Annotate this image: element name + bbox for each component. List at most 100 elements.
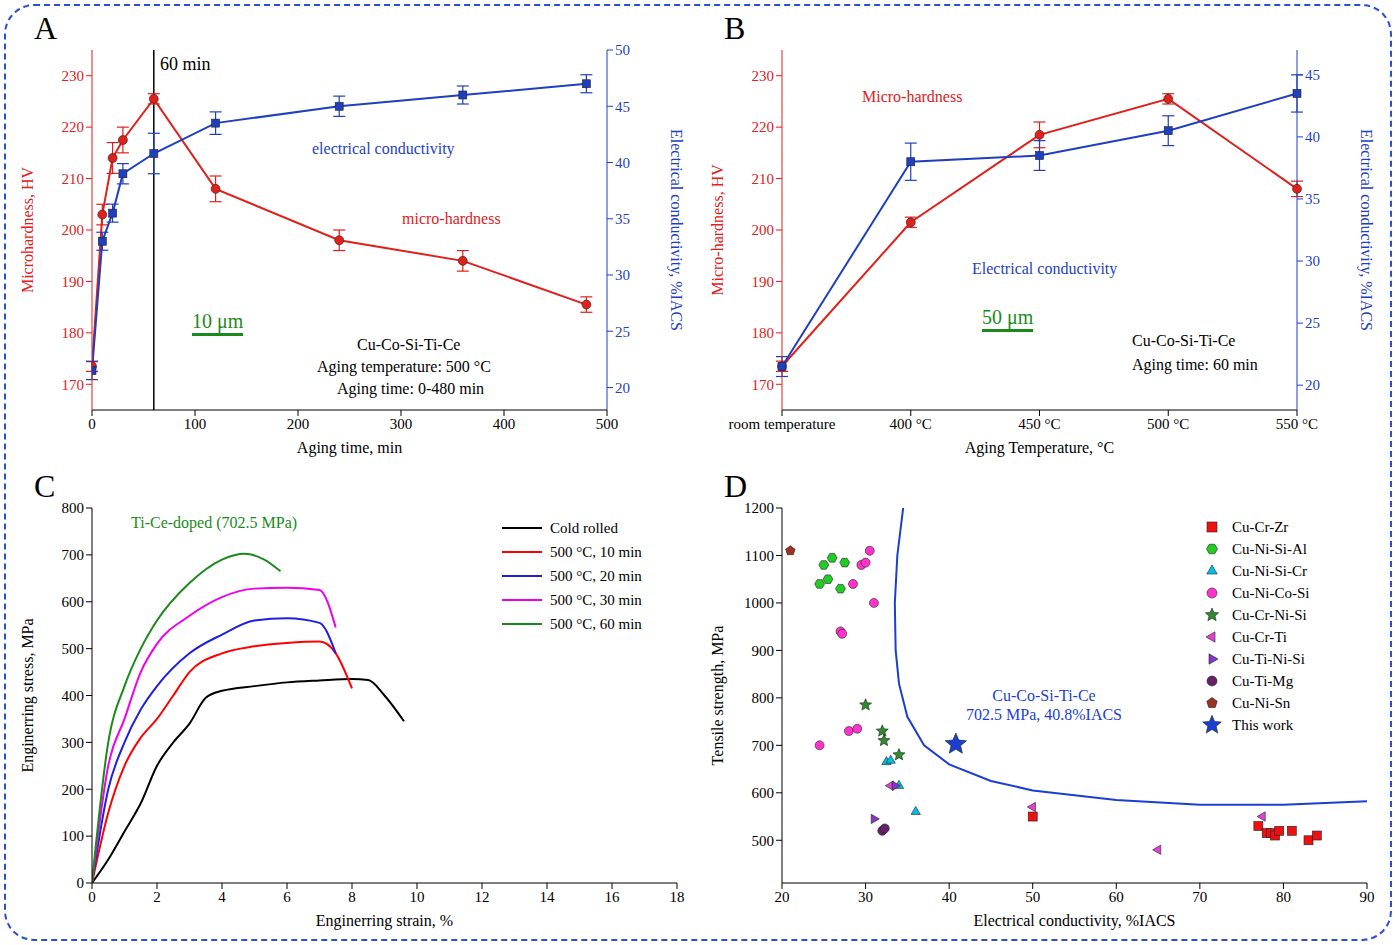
svg-text:25: 25 [1305,315,1320,331]
svg-text:12: 12 [475,889,490,905]
svg-text:20: 20 [1305,377,1320,393]
svg-text:200: 200 [62,222,85,238]
svg-text:50: 50 [1025,889,1040,905]
svg-text:500: 500 [752,833,775,849]
svg-text:500: 500 [62,641,85,657]
svg-text:45: 45 [615,99,630,115]
svg-text:100: 100 [184,416,207,432]
svg-text:30: 30 [615,267,630,283]
html-text:C: C [34,468,56,504]
svg-text:170: 170 [752,377,775,393]
svg-text:400: 400 [493,416,516,432]
html-text:60 min: 60 min [160,54,211,74]
svg-text:14: 14 [540,889,556,905]
svg-text:45: 45 [1305,67,1320,83]
svg-text:220: 220 [62,119,85,135]
svg-text:450 °C: 450 °C [1018,416,1060,432]
svg-text:Microhardness, HV: Microhardness, HV [19,166,36,293]
svg-text:1100: 1100 [745,548,774,564]
html-text:Micro-hardness: Micro-hardness [862,88,963,105]
svg-text:60: 60 [1109,889,1124,905]
svg-text:600: 600 [62,594,85,610]
svg-text:400 °C: 400 °C [890,416,932,432]
svg-text:room temperature: room temperature [728,416,835,432]
svg-text:300: 300 [62,735,85,751]
svg-text:500: 500 [596,416,619,432]
svg-text:190: 190 [62,274,85,290]
svg-text:210: 210 [62,171,85,187]
svg-text:210: 210 [752,171,775,187]
html-text:Electrical conductivity: Electrical conductivity [972,260,1118,277]
svg-text:0: 0 [77,875,85,891]
html-text:10 μm: 10 μm [192,310,244,332]
svg-text:Aging time, min: Aging time, min [297,439,402,457]
svg-text:180: 180 [62,325,85,341]
html-text:Cu-Co-Si-Ti-Ce: Cu-Co-Si-Ti-Ce [1132,332,1236,349]
svg-text:2: 2 [153,889,161,905]
svg-text:170: 170 [62,377,85,393]
html-text:Aging time: 60 min: Aging time: 60 min [1132,356,1258,373]
svg-text:20: 20 [775,889,790,905]
svg-text:30: 30 [858,889,873,905]
html-text:micro-hardness: micro-hardness [402,210,501,227]
html-text:electrical conductivity: electrical conductivity [312,140,455,157]
svg-text:40: 40 [1305,129,1320,145]
svg-text:4: 4 [218,889,226,905]
svg-text:40: 40 [615,155,630,171]
svg-text:25: 25 [615,324,630,340]
svg-text:1200: 1200 [744,500,774,516]
html-text:D: D [724,468,748,504]
html-text:Aging temperature: 500 °C: Aging temperature: 500 °C [317,358,491,375]
svg-text:30: 30 [1305,253,1320,269]
svg-text:Enginerring strain, %: Enginerring strain, % [316,912,453,930]
svg-text:1000: 1000 [744,595,774,611]
svg-text:800: 800 [752,690,775,706]
svg-text:Electrical conductivity, %IACS: Electrical conductivity, %IACS [667,129,685,331]
svg-text:400: 400 [62,688,85,704]
svg-text:35: 35 [615,211,630,227]
svg-text:8: 8 [348,889,356,905]
svg-text:800: 800 [62,500,85,516]
svg-text:16: 16 [605,889,621,905]
svg-text:18: 18 [670,889,685,905]
svg-text:900: 900 [752,643,775,659]
svg-text:300: 300 [390,416,413,432]
svg-text:700: 700 [62,547,85,563]
svg-text:230: 230 [752,68,775,84]
svg-text:20: 20 [615,380,630,396]
svg-text:40: 40 [942,889,957,905]
svg-text:230: 230 [62,68,85,84]
svg-text:90: 90 [1360,889,1375,905]
svg-text:Enginerring stress, MPa: Enginerring stress, MPa [19,618,37,772]
html-text:50 μm: 50 μm [982,306,1034,328]
html-text:702.5 MPa, 40.8%IACS: 702.5 MPa, 40.8%IACS [966,706,1122,724]
svg-text:70: 70 [1192,889,1207,905]
html-text:Cu-Co-Si-Ti-Ce: Cu-Co-Si-Ti-Ce [357,336,461,353]
svg-text:700: 700 [752,738,775,754]
html-text:A: A [34,10,58,46]
svg-text:200: 200 [752,222,775,238]
svg-text:10: 10 [410,889,425,905]
svg-text:0: 0 [88,889,96,905]
svg-text:100: 100 [62,828,85,844]
svg-text:0: 0 [88,416,96,432]
svg-text:220: 220 [752,119,775,135]
svg-text:600: 600 [752,785,775,801]
svg-text:Electrical conductivity, %IACS: Electrical conductivity, %IACS [1357,129,1375,331]
svg-text:190: 190 [752,274,775,290]
svg-text:50: 50 [615,42,630,58]
svg-text:Aging Temperature, °C: Aging Temperature, °C [965,439,1114,457]
svg-text:Electrical conductivity, %IACS: Electrical conductivity, %IACS [973,912,1175,930]
svg-text:35: 35 [1305,191,1320,207]
svg-text:200: 200 [62,782,85,798]
html-text:B: B [724,10,746,46]
svg-text:500 °C: 500 °C [1147,416,1189,432]
svg-text:Tensile strength, MPa: Tensile strength, MPa [709,626,727,766]
svg-text:6: 6 [283,889,291,905]
svg-text:80: 80 [1276,889,1291,905]
html-text:Aging time: 0-480 min: Aging time: 0-480 min [337,380,485,397]
svg-text:550 °C: 550 °C [1276,416,1318,432]
svg-text:Micro-hardness, HV: Micro-hardness, HV [709,164,726,296]
svg-text:180: 180 [752,325,775,341]
svg-text:200: 200 [287,416,310,432]
